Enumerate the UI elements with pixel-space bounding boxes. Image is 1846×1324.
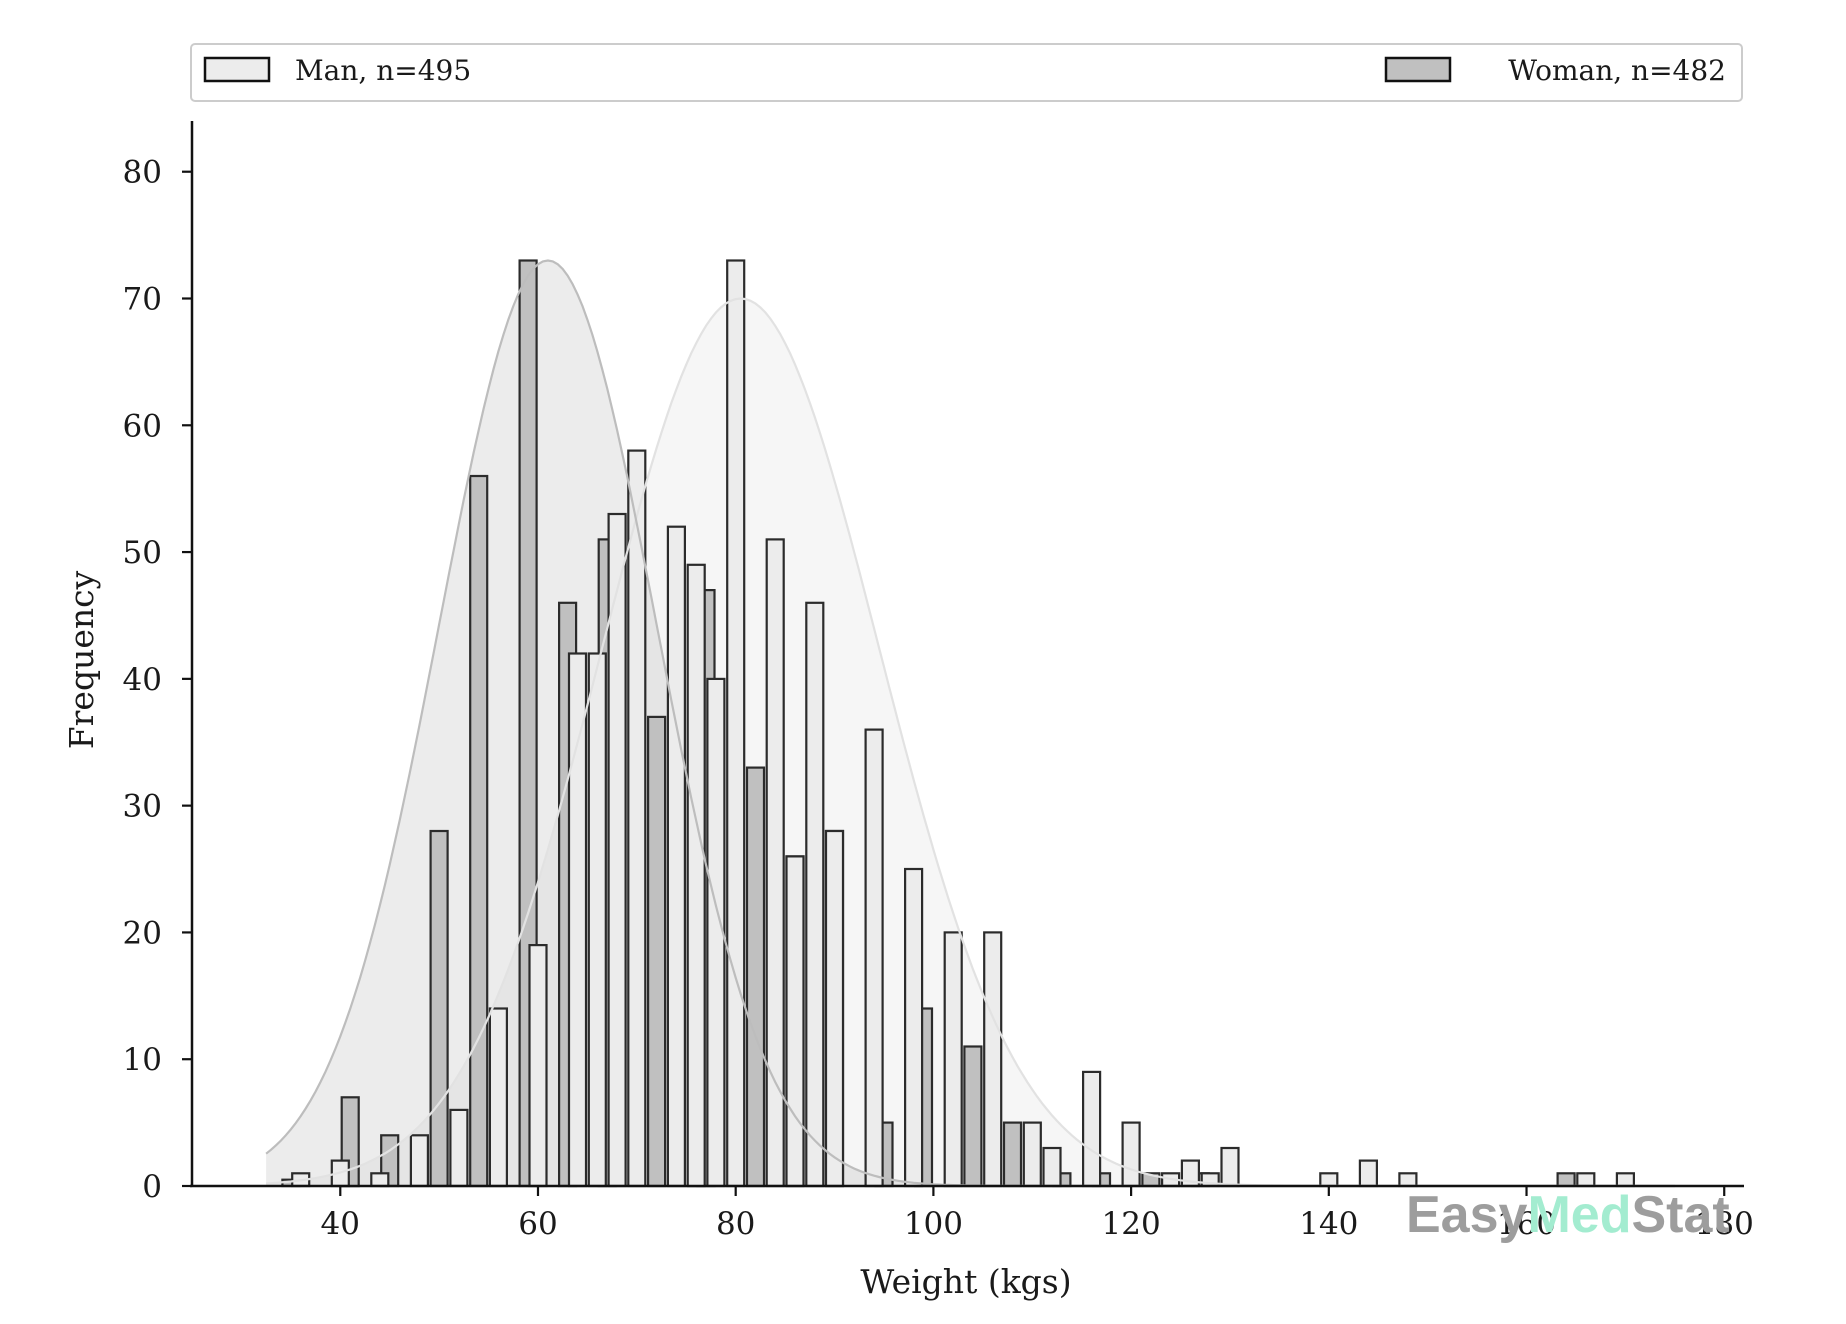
- legend-label-woman: Woman, n=482: [1508, 54, 1726, 87]
- y-tick-label-70: 70: [123, 282, 162, 318]
- legend-frame: [190, 43, 1743, 102]
- bar-man-148: [1398, 1172, 1418, 1188]
- bar-man-106: [983, 931, 1003, 1188]
- legend-swatch-woman: [1384, 56, 1452, 83]
- y-tick-label-30: 30: [123, 789, 162, 825]
- bar-man-52: [449, 1108, 469, 1188]
- bar-man-64: [567, 652, 588, 1188]
- bar-woman-54: [469, 474, 489, 1188]
- x-tick-label-180: 180: [1695, 1206, 1754, 1242]
- bar-man-56: [488, 1007, 508, 1188]
- bar-man-70: [627, 449, 647, 1188]
- bar-man-144: [1358, 1159, 1379, 1188]
- x-axis-title: Weight (kgs): [860, 1262, 1071, 1301]
- y-tick-label-0: 0: [142, 1169, 162, 1205]
- bar-woman-50: [429, 829, 449, 1188]
- x-tick-label-100: 100: [904, 1206, 963, 1242]
- bar-man-170: [1615, 1172, 1636, 1188]
- bar-man-116: [1081, 1070, 1102, 1188]
- bar-man-140: [1319, 1172, 1339, 1188]
- bar-man-102: [943, 931, 963, 1188]
- plot-area: [265, 259, 1675, 1188]
- bar-woman-82: [745, 766, 766, 1188]
- bar-woman-164: [1556, 1172, 1576, 1188]
- y-tick-label-10: 10: [123, 1042, 162, 1078]
- bar-man-166: [1576, 1172, 1596, 1188]
- bar-man-94: [864, 728, 884, 1188]
- y-tick-label-40: 40: [123, 662, 162, 698]
- watermark: EasyMedStat: [1406, 1186, 1730, 1244]
- x-tick-label-80: 80: [716, 1206, 755, 1242]
- bar-man-98: [903, 867, 924, 1188]
- bar-man-130: [1220, 1146, 1240, 1188]
- x-tick-label-140: 140: [1299, 1206, 1358, 1242]
- legend-swatch-man: [203, 56, 271, 83]
- bar-man-110: [1022, 1121, 1042, 1188]
- x-tick-label-40: 40: [321, 1206, 360, 1242]
- watermark-med: Med: [1527, 1186, 1631, 1244]
- x-tick-label-60: 60: [518, 1206, 557, 1242]
- bar-man-112: [1042, 1146, 1062, 1188]
- watermark-easy: Easy: [1406, 1186, 1528, 1244]
- x-tick-label-120: 120: [1102, 1206, 1161, 1242]
- bar-man-120: [1121, 1121, 1141, 1188]
- bar-man-60: [528, 943, 548, 1188]
- bar-man-88: [805, 601, 825, 1188]
- bar-man-66: [587, 652, 607, 1188]
- bar-woman-108: [1002, 1121, 1023, 1188]
- bar-man-74: [666, 525, 687, 1188]
- watermark-stat: Stat: [1631, 1186, 1729, 1244]
- bar-man-86: [785, 855, 805, 1188]
- bar-woman-72: [646, 715, 667, 1188]
- x-tick-label-160: 160: [1497, 1206, 1556, 1242]
- y-tick-label-20: 20: [123, 915, 162, 951]
- watermark-text: EasyMedStat: [1406, 1186, 1730, 1244]
- y-tick-label-80: 80: [123, 155, 162, 191]
- bar-man-90: [824, 829, 845, 1188]
- y-tick-label-50: 50: [123, 535, 162, 571]
- axes: 0 10 20 30 40 50 60 70 80 40 60 80 100 120 140 160 180: [123, 121, 1754, 1242]
- bar-woman-104: [963, 1045, 983, 1188]
- legend-label-man: Man, n=495: [295, 54, 471, 87]
- bar-man-48: [409, 1134, 429, 1188]
- bar-man-80: [726, 259, 746, 1188]
- bar-man-84: [765, 538, 785, 1188]
- bar-man-44: [370, 1172, 390, 1188]
- bar-man-76: [686, 563, 706, 1188]
- legend: Man, n=495 Woman, n=482: [190, 43, 1743, 102]
- y-tick-label-60: 60: [123, 408, 162, 444]
- y-axis-title: Frequency: [62, 570, 101, 749]
